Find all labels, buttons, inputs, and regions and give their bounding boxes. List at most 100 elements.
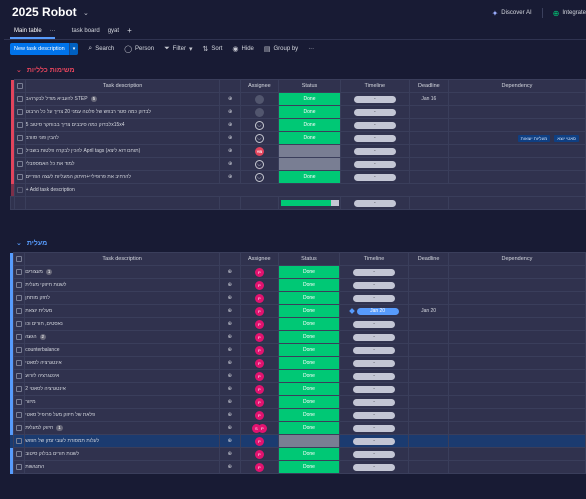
table-row[interactable]: לעלות תמסורת לעובי זמזן של חפוש ⊕ P - xyxy=(10,434,586,448)
task-description[interactable]: מיזור xyxy=(25,399,36,405)
avatar[interactable]: S xyxy=(251,423,261,433)
updates-cell[interactable]: ⊕ xyxy=(219,170,241,184)
timeline-cell[interactable]: - xyxy=(338,408,410,422)
timeline-pill[interactable]: - xyxy=(353,424,396,432)
dependency-cell[interactable] xyxy=(447,421,586,435)
row-checkbox[interactable] xyxy=(13,395,26,409)
avatar[interactable]: P xyxy=(254,462,264,472)
status-cell[interactable] xyxy=(278,434,340,448)
checkbox[interactable] xyxy=(16,109,23,115)
add-update-icon[interactable]: ⊕ xyxy=(228,122,233,128)
discover-ai-button[interactable]: ✦ Discover AI xyxy=(492,9,532,18)
deadline-cell[interactable] xyxy=(408,382,449,396)
timeline-summary[interactable]: - xyxy=(339,196,410,210)
timeline-pill[interactable]: - xyxy=(353,346,396,354)
timeline-pill[interactable]: - xyxy=(353,333,396,341)
status-cell[interactable]: Done xyxy=(278,382,340,396)
status-cell[interactable]: Done xyxy=(278,395,340,409)
timeline-cell[interactable]: - xyxy=(339,144,410,158)
task-description-cell[interactable]: התנגשות xyxy=(24,460,220,474)
status-cell[interactable]: Done xyxy=(278,317,340,331)
filter-button[interactable]: ⏷ Filter ▾ xyxy=(164,45,192,53)
deadline-cell[interactable] xyxy=(408,131,449,145)
dependency-cell[interactable] xyxy=(447,291,586,305)
timeline-pill[interactable]: - xyxy=(353,95,396,103)
deadline-cell[interactable] xyxy=(408,317,449,331)
expand-arrow-icon[interactable]: › xyxy=(28,425,30,431)
dependency-cell[interactable] xyxy=(447,395,586,409)
add-update-icon[interactable]: ⊕ xyxy=(227,425,232,431)
chevron-down-icon[interactable]: ⌄ xyxy=(83,10,89,17)
deadline-cell[interactable] xyxy=(408,460,449,474)
task-description-cell[interactable]: › להעביא מודל לבקרה ב STEP 5 xyxy=(24,92,221,106)
updates-cell[interactable]: ⊕ xyxy=(218,421,241,435)
dependency-cell[interactable] xyxy=(447,447,586,461)
checkbox[interactable] xyxy=(16,187,23,193)
deadline-cell[interactable] xyxy=(408,157,449,171)
checkbox[interactable] xyxy=(16,347,23,353)
timeline-cell[interactable]: - xyxy=(338,317,410,331)
group-header-general[interactable]: ⌄ משימות כלליות xyxy=(16,64,75,76)
checkbox[interactable] xyxy=(16,148,23,154)
task-description-cell[interactable]: לשנות חיזוקי מעלית xyxy=(24,278,220,292)
column-header-deadline[interactable]: Deadline xyxy=(408,252,449,266)
updates-cell[interactable]: ⊕ xyxy=(219,144,241,158)
updates-cell[interactable]: ⊕ xyxy=(218,278,241,292)
timeline-cell[interactable]: - xyxy=(338,291,410,305)
deadline-cell[interactable] xyxy=(408,447,449,461)
row-checkbox[interactable] xyxy=(13,131,26,145)
timeline-pill[interactable]: - xyxy=(353,411,396,419)
assignee-cell[interactable]: P xyxy=(239,447,280,461)
checkbox[interactable] xyxy=(16,96,23,102)
tab-task-board[interactable]: task board xyxy=(71,28,100,34)
task-description[interactable]: לבדוק כמה סיבבים צריך בבוחקר סיטוב 5x15x… xyxy=(25,122,125,128)
row-checkbox[interactable] xyxy=(13,447,26,461)
timeline-cell[interactable]: Jan 20 xyxy=(338,304,410,318)
table-row[interactable]: לבדוק כמה סטר רבפש של פלטה עמני 20 צריך … xyxy=(10,105,586,119)
expand-arrow-icon[interactable]: › xyxy=(28,269,30,275)
assignee-cell[interactable]: P xyxy=(239,291,280,305)
dependency-cell[interactable] xyxy=(447,144,586,158)
add-update-icon[interactable]: ⊕ xyxy=(227,282,232,288)
board-title[interactable]: 2025 Robot xyxy=(12,5,77,19)
dependency-cell[interactable] xyxy=(447,408,586,422)
table-row[interactable]: לבדוק כמה סיבבים צריך בבוחקר סיטוב 5x15x… xyxy=(10,118,586,132)
task-description-cell[interactable]: counterbalance xyxy=(24,343,220,357)
dependency-cell[interactable] xyxy=(447,265,586,279)
column-header-assignee[interactable]: Assignee xyxy=(239,79,280,93)
updates-cell[interactable]: ⊕ xyxy=(219,92,241,106)
dependency-cell[interactable] xyxy=(447,369,586,383)
table-row[interactable]: לשנות חיזוקי מעלית ⊕ P Done - xyxy=(10,278,586,292)
checkbox[interactable] xyxy=(16,269,23,275)
sort-button[interactable]: ⇅ Sort xyxy=(203,45,223,53)
task-description-cell[interactable]: לשנות חורים בבלוק סיטוב xyxy=(24,447,220,461)
checkbox[interactable] xyxy=(16,135,23,141)
person-filter-button[interactable]: ◯ Person xyxy=(124,45,154,53)
column-header-timeline[interactable]: Timeline xyxy=(339,79,410,93)
task-description[interactable]: אינטגרציה לסאטי 2 xyxy=(25,386,66,392)
avatar[interactable]: P xyxy=(254,345,264,355)
timeline-pill[interactable]: - xyxy=(353,134,396,142)
task-description-cell[interactable]: אינטגרציה לסאטי xyxy=(24,356,220,370)
task-description[interactable]: חיזוק למעלית xyxy=(25,425,54,431)
task-description-cell[interactable]: › מעצורים 1 xyxy=(24,265,220,279)
avatar[interactable]: P xyxy=(254,371,264,381)
timeline-pill[interactable]: Jan 20 xyxy=(356,307,399,315)
timeline-summary-pill[interactable]: - xyxy=(353,199,396,207)
row-checkbox[interactable] xyxy=(13,460,26,474)
select-all-checkbox[interactable] xyxy=(13,252,26,266)
status-cell[interactable]: Done xyxy=(278,343,340,357)
integrate-button[interactable]: ⊕ Integrate xyxy=(553,9,586,18)
task-description[interactable]: להרחיב את פרופיליי+חיתוק המעליות לעצה הפ… xyxy=(25,174,132,180)
status-cell[interactable]: Done xyxy=(278,369,340,383)
table-row[interactable]: פלאת של חיזוק מעל פרופיל סאטי ⊕ P Done - xyxy=(10,408,586,422)
dependency-cell[interactable] xyxy=(447,118,586,132)
row-checkbox[interactable] xyxy=(13,434,26,448)
status-cell[interactable]: Done xyxy=(278,408,340,422)
deadline-cell[interactable] xyxy=(408,343,449,357)
column-header-dependency[interactable]: Dependency xyxy=(447,252,586,266)
checkbox[interactable] xyxy=(16,412,23,418)
updates-cell[interactable]: ⊕ xyxy=(218,330,241,344)
checkbox[interactable] xyxy=(16,386,23,392)
timeline-pill[interactable]: - xyxy=(353,359,396,367)
